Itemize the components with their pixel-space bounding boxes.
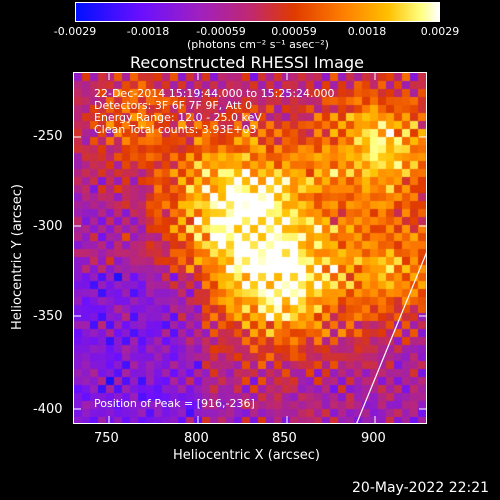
reconstructed-image: 22-Dec-2014 15:19:44.000 to 15:25:24.000… [73, 72, 427, 424]
colorbar [75, 2, 440, 22]
y-tick-label: -250 [33, 129, 63, 144]
x-tick-label: 750 [94, 431, 119, 446]
colorbar-unit-label: (photons cm⁻² s⁻¹ asec⁻²) [187, 38, 329, 51]
x-tick-label: 900 [361, 431, 386, 446]
colorbar-tick: -0.0029 [53, 25, 97, 38]
colorbar-tick: 0.0018 [347, 25, 387, 38]
clean-counts-label: Clean Total counts: 3.93E+03 [94, 123, 257, 136]
colorbar-tick: 0.00059 [271, 25, 317, 38]
x-tick-label: 800 [184, 431, 209, 446]
colorbar-tick: 0.0029 [420, 25, 460, 38]
energy-range-label: Energy Range: 12.0 - 25.0 keV [94, 111, 262, 124]
x-axis-label: Heliocentric X (arcsec) [173, 448, 320, 463]
image-canvas [74, 73, 426, 423]
x-tick-label: 850 [272, 431, 297, 446]
detectors-label: Detectors: 3F 6F 7F 9F, Att 0 [94, 99, 253, 112]
y-tick-label: -400 [33, 402, 63, 417]
plot-title: Reconstructed RHESSI Image [130, 53, 364, 72]
peak-position-label: Position of Peak = [916,-236] [94, 397, 255, 410]
footer-date: 20-May-2022 22:21 [352, 480, 490, 496]
y-axis-label: Heliocentric Y (arcsec) [10, 184, 25, 330]
colorbar-tick: -0.0018 [126, 25, 170, 38]
limb-line [356, 252, 426, 423]
y-tick-label: -350 [33, 309, 63, 324]
time-range-label: 22-Dec-2014 15:19:44.000 to 15:25:24.000 [94, 87, 335, 100]
y-tick-label: -300 [33, 219, 63, 234]
colorbar-tick: -0.00059 [196, 25, 246, 38]
